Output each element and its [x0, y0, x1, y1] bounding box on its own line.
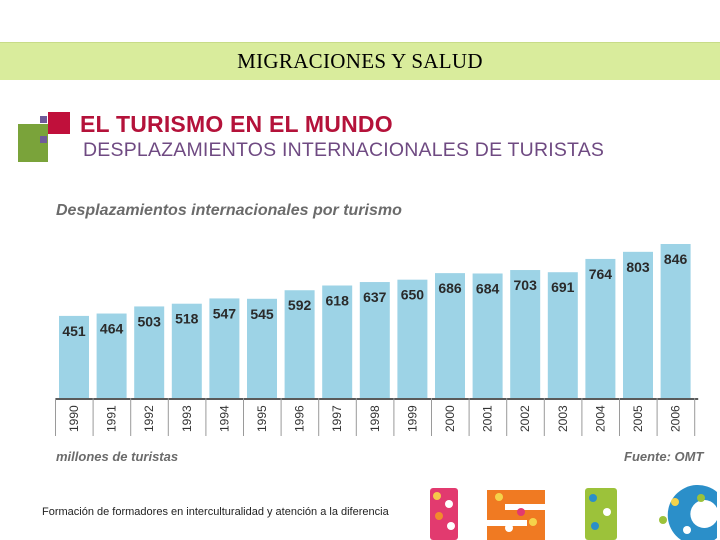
tick-separator — [243, 398, 244, 436]
value-label-1996: 592 — [288, 297, 312, 313]
x-axis-line — [55, 398, 699, 400]
tick-label-1999: 1999 — [405, 405, 419, 432]
bar-1998 — [359, 282, 390, 398]
bar-1997 — [322, 285, 353, 398]
value-label-1995: 545 — [250, 306, 274, 322]
tick-label-2004: 2004 — [593, 405, 607, 432]
tick-separator — [205, 398, 207, 436]
bar-1999 — [397, 279, 428, 398]
value-label-2002: 703 — [514, 277, 538, 293]
page-subheading: DESPLAZAMIENTOS INTERNACIONALES DE TURIS… — [83, 139, 605, 161]
value-label-1994: 547 — [213, 305, 237, 321]
bar-1994 — [209, 298, 240, 398]
tick-label-1996: 1996 — [293, 405, 307, 432]
tick-label-2003: 2003 — [556, 405, 570, 432]
value-label-1991: 464 — [100, 321, 124, 337]
bar-2003 — [547, 272, 578, 398]
tick-separator — [543, 398, 545, 436]
tick-separator — [280, 398, 282, 436]
bar-1995 — [247, 298, 277, 398]
value-label-1998: 637 — [363, 289, 387, 305]
value-label-1993: 518 — [175, 311, 199, 327]
bar-1991 — [96, 313, 127, 398]
chart-title: Desplazamientos internacionales por turi… — [56, 202, 402, 219]
bar-1996 — [284, 290, 315, 398]
bar-2000 — [435, 273, 465, 398]
tick-separator — [393, 398, 395, 436]
bar-1992 — [134, 306, 165, 398]
tick-label-1994: 1994 — [217, 405, 231, 432]
value-label-1992: 503 — [138, 313, 162, 329]
value-label-2001: 684 — [476, 280, 500, 296]
value-label-2000: 686 — [438, 280, 462, 296]
tick-label-1993: 1993 — [180, 405, 194, 432]
bar-2005 — [623, 251, 653, 398]
tick-label-2000: 2000 — [443, 405, 457, 432]
value-label-1997: 618 — [326, 293, 350, 309]
bar-1993 — [171, 303, 202, 398]
tick-label-2005: 2005 — [631, 405, 645, 432]
tick-separator — [506, 398, 508, 436]
bar-2006 — [660, 244, 691, 398]
slide-title: MIGRACIONES Y SALUD — [237, 49, 483, 73]
tick-label-1995: 1995 — [255, 405, 269, 432]
tick-separator — [355, 398, 357, 436]
value-label-1999: 650 — [401, 287, 425, 303]
tick-separator — [619, 398, 620, 436]
tick-separator — [694, 398, 696, 436]
tick-separator — [431, 398, 432, 436]
tick-separator — [318, 398, 320, 436]
bar-2002 — [510, 270, 541, 398]
tick-separator — [130, 398, 132, 436]
bar-1990 — [59, 315, 89, 398]
footer-text: Formación de formadores en intercultural… — [42, 506, 389, 518]
page-heading: EL TURISMO EN EL MUNDO — [80, 111, 393, 137]
tick-separator — [167, 398, 169, 436]
tick-label-1998: 1998 — [368, 405, 382, 432]
value-label-2006: 846 — [664, 251, 688, 267]
value-label-2004: 764 — [589, 266, 613, 282]
tick-label-2002: 2002 — [518, 405, 532, 432]
value-label-1990: 451 — [62, 323, 86, 339]
chart-source: Fuente: OMT — [624, 449, 704, 464]
logo-squares-icon — [18, 112, 70, 162]
decorative-dots-logo-icon — [430, 485, 717, 540]
value-label-2003: 691 — [551, 279, 575, 295]
slide-title-bar: MIGRACIONES Y SALUD — [0, 42, 720, 80]
chart-units-label: millones de turistas — [56, 449, 179, 464]
value-label-2005: 803 — [626, 259, 650, 275]
tick-separator — [55, 398, 56, 436]
tick-label-2006: 2006 — [669, 405, 683, 432]
tick-separator — [468, 398, 470, 436]
tick-label-1990: 1990 — [67, 405, 81, 432]
tick-separator — [581, 398, 583, 436]
tick-label-1991: 1991 — [105, 405, 119, 432]
tick-label-1997: 1997 — [330, 405, 344, 432]
bar-2004 — [585, 258, 616, 398]
bar-2001 — [472, 273, 503, 398]
tick-separator — [656, 398, 658, 436]
tick-label-2001: 2001 — [481, 405, 495, 432]
tick-separator — [92, 398, 94, 436]
tick-label-1992: 1992 — [142, 405, 156, 432]
